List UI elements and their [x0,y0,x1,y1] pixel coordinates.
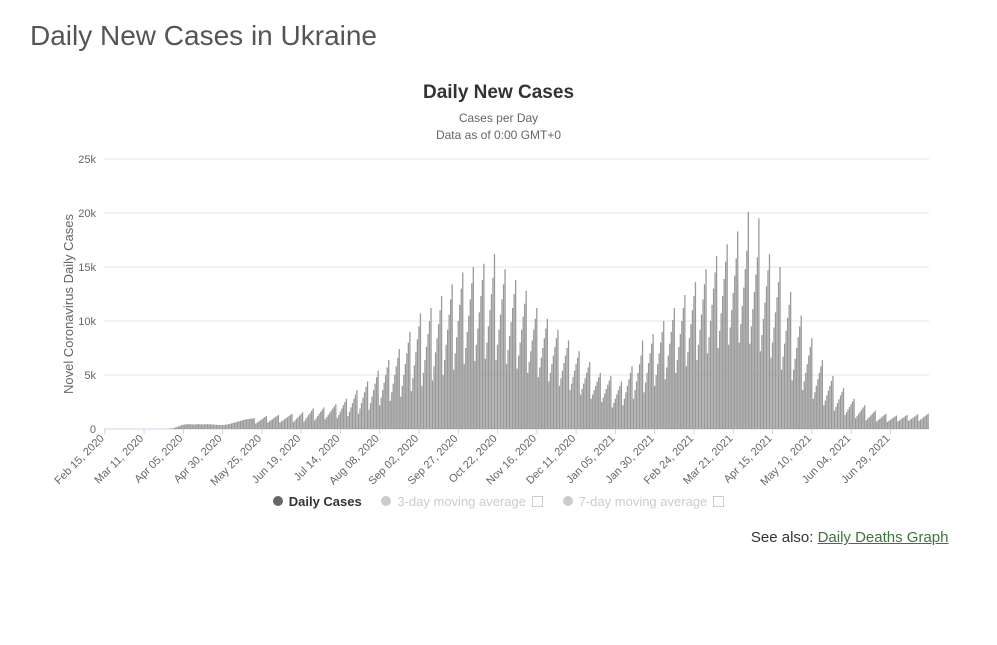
svg-text:5k: 5k [84,370,96,382]
svg-text:15k: 15k [78,262,96,274]
chart-svg: 05k10k15k20k25kFeb 15, 2020Mar 11, 2020A… [49,154,949,504]
chart-container: Daily New Cases Cases per Day Data as of… [49,82,949,546]
svg-text:25k: 25k [78,154,96,166]
svg-text:20k: 20k [78,208,96,220]
see-also: See also: Daily Deaths Graph [49,529,949,546]
svg-text:10k: 10k [78,316,96,328]
see-also-prefix: See also: [751,529,818,546]
chart-subtitle-line1: Cases per Day [459,111,538,125]
plot-area[interactable]: Novel Coronavirus Daily Cases 0 5k 10k 15k 2… [49,154,949,434]
daily-deaths-link[interactable]: Daily Deaths Graph [818,529,949,546]
chart-subtitle-line2: Data as of 0:00 GMT+0 [436,128,561,142]
page-title: Daily New Cases in Ukraine [30,20,967,52]
chart-subtitle: Cases per Day Data as of 0:00 GMT+0 [49,110,949,144]
svg-text:0: 0 [89,424,95,436]
chart-title: Daily New Cases [49,82,949,104]
y-axis-title: Novel Coronavirus Daily Cases [61,184,76,424]
